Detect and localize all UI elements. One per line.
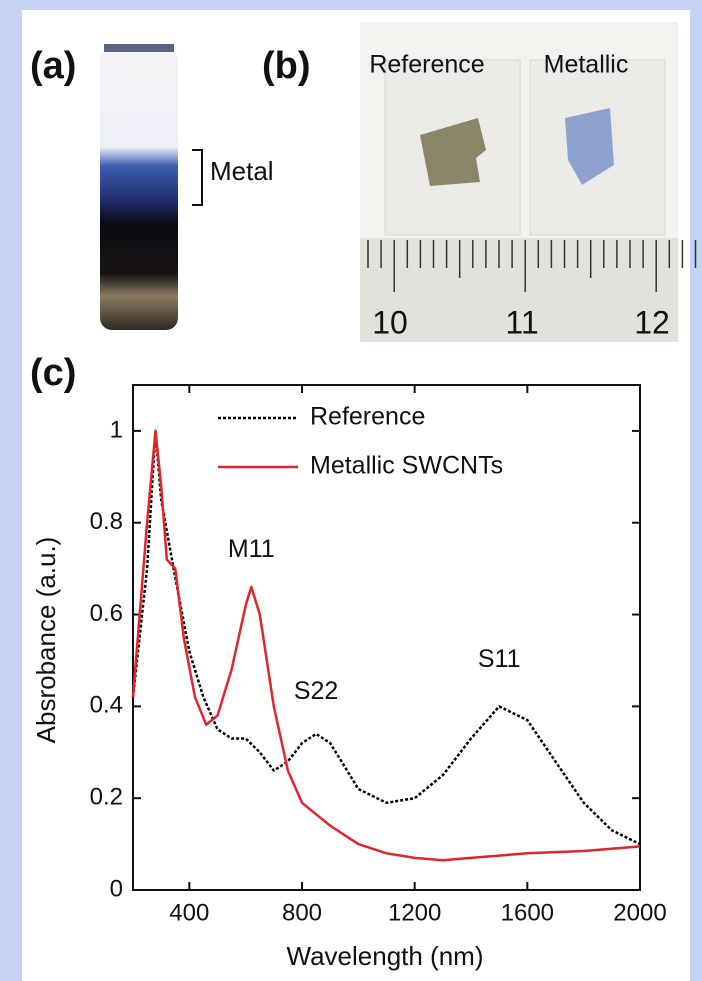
panel-label: (a) — [30, 45, 76, 87]
legend-label: Metallic SWCNTs — [310, 452, 503, 480]
figure: (a) Metal (b) Reference Metallic 10 11 1… — [0, 0, 702, 981]
annotation: M11 — [228, 535, 275, 563]
y-tick-label: 0.6 — [90, 600, 123, 627]
x-tick-label: 400 — [169, 899, 209, 926]
ruler-number: 11 — [505, 304, 538, 340]
panel-label: (b) — [262, 45, 311, 87]
y-axis-label: Absrobance (a.u.) — [31, 537, 61, 744]
y-tick-label: 0.8 — [90, 508, 123, 535]
x-tick-label: 1200 — [388, 899, 441, 926]
legend-label: Reference — [310, 403, 425, 431]
photo-label: Metallic — [544, 51, 629, 79]
band-label: Metal — [210, 156, 274, 186]
ruler-number: 10 — [372, 304, 408, 340]
y-tick-label: 0 — [110, 875, 123, 902]
x-tick-label: 1600 — [501, 899, 554, 926]
x-tick-label: 800 — [282, 899, 322, 926]
photo-label: Reference — [369, 51, 484, 79]
annotation: S11 — [478, 645, 521, 673]
tube-rim — [104, 44, 174, 52]
y-tick-label: 0.2 — [90, 784, 123, 811]
panel-label: (c) — [30, 352, 76, 394]
y-tick-label: 1 — [110, 416, 123, 443]
tube — [100, 48, 178, 330]
annotation: S22 — [294, 677, 338, 705]
ruler-number: 12 — [634, 304, 670, 340]
x-axis-label: Wavelength (nm) — [287, 941, 484, 971]
y-tick-label: 0.4 — [90, 692, 123, 719]
x-tick-label: 2000 — [613, 899, 666, 926]
